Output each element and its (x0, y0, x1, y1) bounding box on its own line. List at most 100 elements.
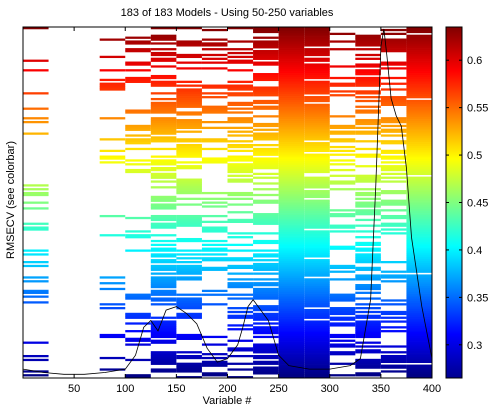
heatmap-cell (380, 203, 407, 206)
heatmap-cell (176, 151, 202, 154)
heatmap-cell (125, 216, 151, 220)
heatmap-cell (278, 190, 305, 193)
heatmap-cell (304, 63, 330, 66)
heatmap-cell (278, 107, 305, 110)
heatmap-cell (304, 236, 330, 239)
heatmap-cell (99, 82, 126, 85)
heatmap-cell (406, 124, 432, 128)
heatmap-cell (253, 153, 279, 156)
heatmap-cell (227, 165, 254, 168)
heatmap-cell (150, 205, 177, 208)
heatmap-cell (227, 55, 254, 59)
heatmap-cell (304, 289, 330, 293)
heatmap-cell (176, 333, 202, 337)
heatmap-cell (176, 224, 202, 227)
heatmap-cell (406, 190, 432, 193)
heatmap-cell (278, 257, 305, 260)
heatmap-cell (278, 42, 305, 45)
heatmap-cell (380, 214, 407, 218)
heatmap-cell (278, 151, 305, 154)
heatmap-cell (201, 107, 228, 110)
heatmap-cell (150, 82, 177, 85)
heatmap-cell (278, 284, 305, 287)
heatmap-cell (355, 132, 381, 135)
heatmap-cell (176, 186, 202, 189)
heatmap-cell (329, 312, 356, 316)
heatmap-cell (304, 36, 330, 39)
heatmap-cell (150, 330, 177, 333)
heatmap-cell (125, 376, 151, 379)
heatmap-cell (253, 253, 279, 256)
heatmap-cell (406, 245, 432, 248)
heatmap-cell (227, 347, 254, 350)
heatmap-cell (125, 128, 151, 131)
heatmap-cell (355, 140, 381, 143)
heatmap-cell (253, 268, 279, 271)
heatmap-cell (278, 236, 305, 239)
heatmap-cell (150, 291, 177, 294)
heatmap-cell (406, 234, 432, 237)
heatmap-cell (227, 140, 254, 143)
heatmap-cell (406, 303, 432, 306)
heatmap-cell (304, 76, 330, 80)
heatmap-cell (304, 73, 330, 76)
heatmap-cell (329, 308, 356, 312)
heatmap-cell (278, 69, 305, 72)
heatmap-cell (380, 345, 407, 348)
heatmap-cell (329, 226, 356, 229)
heatmap-cell (406, 230, 432, 233)
heatmap-cell (355, 322, 381, 325)
heatmap-cell (406, 331, 432, 335)
heatmap-cell (125, 42, 151, 45)
heatmap-cell (329, 293, 356, 296)
heatmap-cell (406, 84, 432, 87)
heatmap-cell (253, 312, 279, 316)
heatmap-cell (355, 297, 381, 300)
heatmap-cell (355, 278, 381, 281)
heatmap-cell (355, 188, 381, 191)
heatmap-cell (278, 142, 305, 145)
heatmap-cell (406, 147, 432, 151)
heatmap-cell (99, 155, 126, 158)
heatmap-cell (355, 307, 381, 310)
heatmap-cell (23, 193, 49, 197)
heatmap-cell (406, 236, 432, 239)
heatmap-cell (176, 67, 202, 70)
heatmap-cell (304, 193, 330, 197)
heatmap-cell (201, 42, 228, 45)
heatmap-cell (201, 201, 228, 204)
heatmap-cell (278, 333, 305, 337)
heatmap-cell (304, 180, 330, 183)
heatmap-cell (406, 278, 432, 281)
colorbar-tick-label: 0.5 (467, 150, 482, 162)
heatmap-cell (406, 270, 432, 273)
heatmap-cell (125, 78, 151, 82)
heatmap-cell (23, 184, 49, 187)
heatmap-cell (253, 76, 279, 80)
heatmap-cell (380, 316, 407, 319)
heatmap-cell (278, 119, 305, 122)
heatmap-cell (253, 63, 279, 66)
heatmap-cell (406, 186, 432, 189)
heatmap-cell (150, 97, 177, 101)
heatmap-cell (253, 360, 279, 364)
heatmap-cell (253, 330, 279, 333)
heatmap-cell (176, 299, 202, 302)
heatmap-cell (355, 291, 381, 294)
heatmap-cell (355, 266, 381, 270)
heatmap-cell (278, 360, 305, 364)
heatmap-cell (150, 130, 177, 133)
heatmap-cell (304, 42, 330, 45)
heatmap-cell (150, 124, 177, 128)
heatmap-cell (355, 48, 381, 51)
heatmap-cell (406, 59, 432, 62)
heatmap-cell (201, 226, 228, 229)
heatmap-cell (304, 314, 330, 317)
heatmap-cell (125, 40, 151, 43)
heatmap-cell (150, 255, 177, 258)
heatmap-cell (176, 144, 202, 147)
heatmap-cell (253, 305, 279, 308)
heatmap-cell (355, 320, 381, 323)
heatmap-cell (176, 351, 202, 354)
heatmap-cell (99, 282, 126, 285)
